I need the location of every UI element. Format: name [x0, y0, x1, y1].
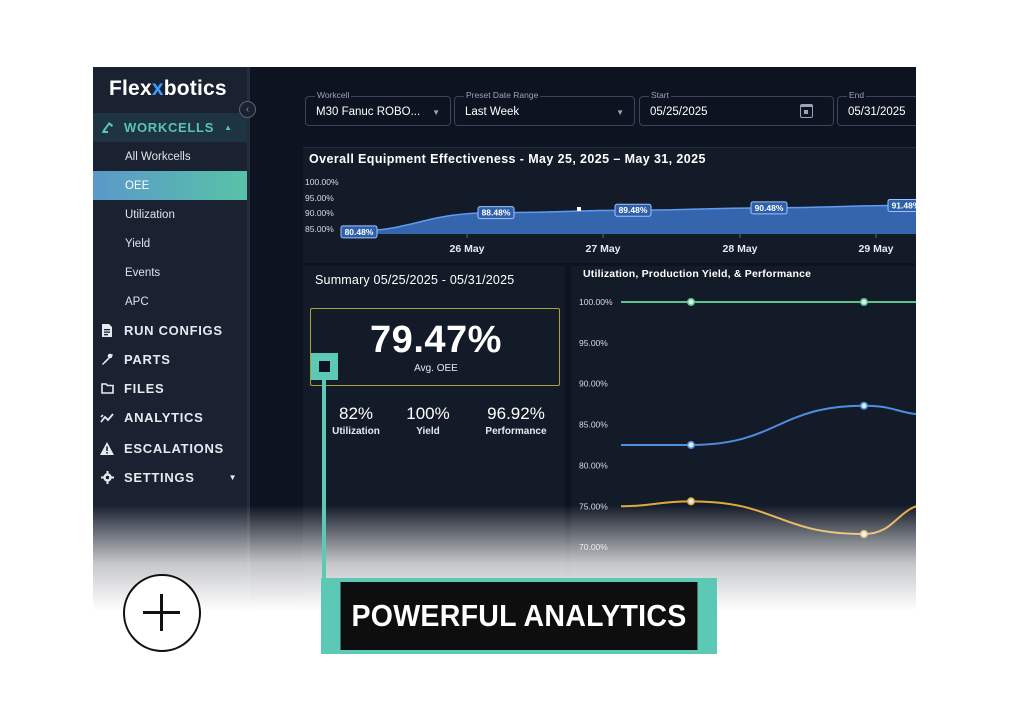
x-tick-label: 28 May — [722, 243, 757, 255]
x-tick-label: 26 May — [449, 243, 484, 255]
start-date-label: Start — [649, 90, 671, 100]
x-tick-label: 29 May — [858, 243, 893, 255]
performance-metric: 96.92% Performance — [466, 404, 566, 437]
sidebar-subitem-apc[interactable]: APC — [125, 295, 149, 308]
collapse-sidebar-button[interactable]: ‹ — [239, 101, 256, 118]
analytics-icon — [100, 411, 114, 425]
calendar-icon[interactable] — [800, 104, 813, 118]
series-line — [620, 404, 916, 446]
banner-text: POWERFUL ANALYTICS — [340, 582, 698, 650]
sidebar-item-label: RUN CONFIGS — [124, 323, 223, 338]
y-tick-label: 95.00% — [305, 193, 334, 203]
utilization-metric: 82% Utilization — [316, 404, 396, 437]
chevron-down-icon: ▼ — [228, 473, 238, 482]
y-tick-label: 80.00% — [579, 460, 608, 470]
data-point — [859, 401, 869, 410]
performance-value: 96.92% — [487, 404, 545, 423]
caret-down-icon: ▼ — [432, 108, 440, 117]
sidebar-subitem-oee[interactable]: OEE — [93, 171, 247, 200]
summary-title: Summary 05/25/2025 - 05/31/2025 — [315, 273, 515, 287]
workcell-label: Workcell — [315, 90, 352, 100]
folder-icon — [100, 382, 114, 396]
utilization-label: Utilization — [332, 426, 380, 437]
data-label-box — [614, 203, 652, 217]
sidebar-item-label: ANALYTICS — [124, 410, 204, 425]
y-tick-label: 85.00% — [579, 420, 608, 430]
yield-metric: 100% Yield — [388, 404, 468, 437]
sidebar-item-escalations[interactable]: ESCALATIONS — [93, 434, 247, 463]
preset-date-range-select[interactable]: Preset Date Range Last Week ▼ — [454, 90, 635, 126]
oee-panel: Overall Equipment Effectiveness - May 25… — [303, 147, 916, 263]
data-label-box — [477, 206, 515, 220]
powerful-analytics-banner: POWERFUL ANALYTICS — [321, 578, 717, 654]
sidebar-item-parts[interactable]: PARTS — [93, 345, 247, 374]
data-label: 90.48% — [755, 203, 784, 213]
chevron-up-icon: ▲ — [224, 123, 233, 132]
sidebar-item-analytics[interactable]: ANALYTICS — [93, 403, 247, 432]
sidebar-item-settings[interactable]: SETTINGS ▼ — [93, 463, 247, 492]
sidebar-subitem-yield[interactable]: Yield — [125, 237, 151, 250]
preset-date-range-value: Last Week — [465, 106, 520, 118]
y-tick-label: 85.00% — [305, 224, 334, 234]
sidebar-item-workcells[interactable]: WORKCELLS ▲ — [93, 113, 247, 142]
data-label: 88.48% — [482, 208, 511, 218]
yield-label: Yield — [416, 426, 440, 437]
data-point — [859, 297, 869, 307]
callout-line — [322, 380, 326, 580]
sidebar-item-label: PARTS — [124, 352, 171, 367]
y-tick-label: 95.00% — [579, 338, 608, 348]
start-date-value: 05/25/2025 — [650, 106, 708, 118]
workcell-select[interactable]: Workcell M30 Fanuc ROBO... ▼ — [305, 90, 451, 126]
data-label-box — [750, 201, 788, 215]
data-point — [686, 297, 696, 307]
sidebar-subitem-utilization[interactable]: Utilization — [125, 208, 175, 221]
x-tick-label: 27 May — [585, 243, 620, 255]
robot-arm-icon — [100, 121, 114, 135]
sidebar-item-files[interactable]: FILES — [93, 374, 247, 403]
sidebar-item-label: ESCALATIONS — [124, 441, 224, 456]
sidebar-item-label: FILES — [124, 381, 165, 396]
document-icon — [100, 324, 114, 338]
y-tick-label: 90.00% — [579, 379, 608, 389]
workcell-value: M30 Fanuc ROBO... — [316, 106, 421, 118]
start-date-field[interactable]: Start 05/25/2025 — [639, 90, 834, 126]
data-point — [686, 440, 696, 450]
y-tick-label: 100.00% — [579, 297, 613, 307]
sidebar-subitem-events[interactable]: Events — [125, 266, 161, 279]
gear-icon — [100, 471, 114, 485]
sidebar-item-run-configs[interactable]: RUN CONFIGS — [93, 316, 247, 345]
sidebar-divider — [247, 67, 250, 610]
data-label: 89.48% — [619, 205, 648, 215]
callout-marker — [311, 353, 338, 380]
oee-chart-title: Overall Equipment Effectiveness - May 25… — [309, 152, 706, 166]
hover-dot — [577, 207, 581, 211]
sidebar-item-label: WORKCELLS — [124, 120, 215, 135]
caret-down-icon: ▼ — [616, 108, 624, 117]
preset-date-range-label: Preset Date Range — [464, 90, 541, 100]
y-tick-label: 100.00% — [305, 177, 339, 187]
avg-oee-card: 79.47% Avg. OEE — [310, 308, 560, 386]
performance-chart-title: Utilization, Production Yield, & Perform… — [583, 268, 812, 280]
warning-icon — [100, 442, 114, 456]
avg-oee-value: 79.47% — [370, 319, 502, 361]
y-tick-label: 90.00% — [305, 208, 334, 218]
yield-value: 100% — [406, 404, 450, 423]
sidebar-item-label: SETTINGS — [124, 470, 195, 485]
performance-label: Performance — [485, 426, 547, 437]
tools-icon — [100, 353, 114, 367]
sidebar-subitem-all-workcells[interactable]: All Workcells — [125, 150, 191, 163]
end-date-label: End — [847, 90, 867, 100]
plus-icon[interactable] — [123, 574, 201, 652]
data-point — [686, 497, 696, 506]
data-label-box — [340, 225, 378, 239]
data-label: 91.48% — [892, 200, 916, 210]
avg-oee-label: Avg. OEE — [414, 363, 458, 374]
data-label-box — [887, 198, 916, 212]
end-date-value: 05/31/2025 — [848, 106, 906, 118]
oee-chart: 100.00% 95.00% 90.00% 85.00% 26 May 27 May 28 … — [305, 177, 916, 255]
data-label: 80.48% — [345, 227, 374, 237]
end-date-field[interactable]: End 05/31/2025 — [837, 90, 916, 126]
utilization-value: 82% — [338, 404, 374, 423]
logo: Flexxbotics — [109, 77, 227, 100]
